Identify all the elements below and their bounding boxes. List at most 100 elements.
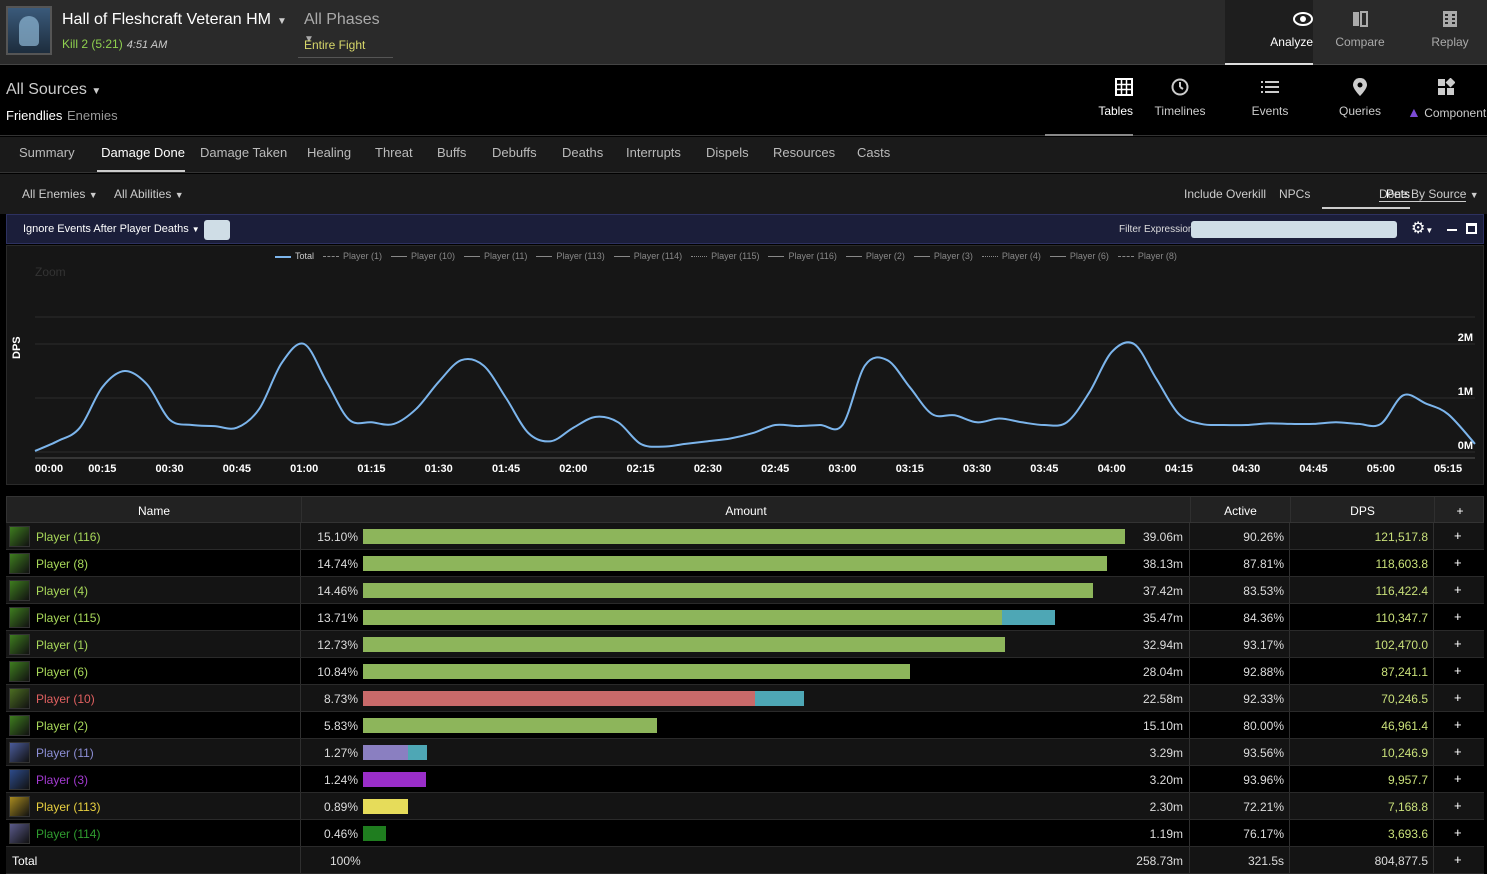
- expand-row-button[interactable]: +: [1454, 528, 1462, 543]
- include-overkill-toggle[interactable]: Include Overkill: [1184, 187, 1267, 201]
- x-tick-label: 02:30: [694, 463, 722, 475]
- legend-item[interactable]: Player (6): [1049, 251, 1109, 261]
- table-row[interactable]: Player (2) 5.83% 15.10m 80.00% 46,961.4 +: [6, 712, 1484, 739]
- tab-threat[interactable]: Threat: [375, 145, 413, 160]
- tab-damage-taken[interactable]: Damage Taken: [200, 145, 288, 160]
- table-row[interactable]: Player (4) 14.46% 37.42m 83.53% 116,422.4 +: [6, 577, 1484, 604]
- table-row[interactable]: Player (8) 14.74% 38.13m 87.81% 118,603.8 +: [6, 550, 1484, 577]
- phase-selector[interactable]: All Phases ▼ Entire Fight: [298, 0, 393, 58]
- column-divider: [300, 739, 301, 765]
- nav-analyze[interactable]: Analyze: [1225, 0, 1313, 65]
- series-line-total[interactable]: [34, 341, 1476, 452]
- tab-casts[interactable]: Casts: [857, 145, 891, 160]
- table-row[interactable]: Player (6) 10.84% 28.04m 92.88% 87,241.1 +: [6, 658, 1484, 685]
- class-icon: [9, 688, 30, 709]
- player-name[interactable]: Player (8): [36, 557, 89, 571]
- add-column-button[interactable]: +: [1456, 504, 1464, 518]
- expand-row-button[interactable]: +: [1454, 555, 1462, 570]
- table-row[interactable]: Player (1) 12.73% 32.94m 93.17% 102,470.0 +: [6, 631, 1484, 658]
- legend-item[interactable]: Player (115): [691, 251, 759, 261]
- legend-item[interactable]: Player (10): [391, 251, 455, 261]
- filter-expression-input[interactable]: [1191, 221, 1397, 238]
- y-tick-label: 2M: [1458, 332, 1473, 344]
- enemies-toggle[interactable]: Enemies: [67, 108, 118, 123]
- col-active[interactable]: Active: [1224, 504, 1257, 518]
- done-by-selector[interactable]: Done By Source ▼: [1379, 187, 1479, 202]
- x-tick-label: 05:00: [1367, 463, 1395, 475]
- player-name[interactable]: Player (11): [36, 746, 94, 760]
- table-row[interactable]: Player (114) 0.46% 1.19m 76.17% 3,693.6 +: [6, 820, 1484, 847]
- npcs-toggle[interactable]: NPCs: [1279, 187, 1311, 201]
- legend-item[interactable]: Player (1): [323, 251, 382, 261]
- enemies-filter[interactable]: All Enemies ▼: [22, 187, 98, 201]
- col-dps[interactable]: DPS: [1350, 504, 1375, 518]
- table-row[interactable]: Player (3) 1.24% 3.20m 93.96% 9,957.7 +: [6, 766, 1484, 793]
- legend-item[interactable]: Player (3): [913, 251, 973, 261]
- tab-healing[interactable]: Healing: [307, 145, 352, 160]
- player-name[interactable]: Player (4): [36, 584, 89, 598]
- ignore-deaths-toggle[interactable]: [204, 220, 230, 240]
- expand-total-button[interactable]: +: [1454, 852, 1462, 867]
- expand-row-button[interactable]: +: [1454, 636, 1462, 651]
- player-name[interactable]: Player (116): [36, 530, 101, 544]
- abilities-filter[interactable]: All Abilities ▼: [114, 187, 184, 201]
- amount-percent: 1.24%: [323, 773, 358, 787]
- tab-summary[interactable]: Summary: [19, 145, 75, 160]
- tab-debuffs[interactable]: Debuffs: [492, 145, 537, 160]
- expand-row-button[interactable]: +: [1454, 717, 1462, 732]
- player-name[interactable]: Player (3): [36, 773, 89, 787]
- tab-dispels[interactable]: Dispels: [706, 145, 749, 160]
- legend-item[interactable]: Player (116): [768, 251, 837, 261]
- legend-item[interactable]: Total: [275, 251, 314, 261]
- tab-deaths[interactable]: Deaths: [562, 145, 604, 160]
- tab-buffs[interactable]: Buffs: [437, 145, 467, 160]
- legend-item[interactable]: Player (11): [464, 251, 527, 261]
- player-name[interactable]: Player (1): [36, 638, 89, 652]
- legend-item[interactable]: Player (4): [981, 251, 1041, 261]
- friendlies-toggle[interactable]: Friendlies: [6, 108, 63, 123]
- legend-item[interactable]: Player (114): [613, 251, 682, 261]
- view-queries[interactable]: Queries: [1315, 66, 1405, 136]
- expand-row-button[interactable]: +: [1454, 609, 1462, 624]
- table-row[interactable]: Player (10) 8.73% 22.58m 92.33% 70,246.5 +: [6, 685, 1484, 712]
- legend-item[interactable]: Player (2): [845, 251, 905, 261]
- table-row[interactable]: Player (11) 1.27% 3.29m 93.56% 10,246.9 +: [6, 739, 1484, 766]
- gear-icon[interactable]: ⚙▼: [1411, 220, 1434, 237]
- player-name[interactable]: Player (2): [36, 719, 89, 733]
- col-name[interactable]: Name: [137, 504, 170, 518]
- boss-selector[interactable]: Hall of Fleshcraft Veteran HM ▼: [62, 11, 287, 29]
- tab-interrupts[interactable]: Interrupts: [626, 145, 681, 160]
- sources-selector[interactable]: All Sources ▼: [6, 81, 101, 99]
- active-percent: 76.17%: [1243, 827, 1284, 841]
- player-name[interactable]: Player (114): [36, 827, 101, 841]
- view-tables[interactable]: Tables: [1045, 66, 1133, 136]
- view-timelines[interactable]: Timelines: [1135, 66, 1225, 136]
- nav-compare[interactable]: Compare: [1315, 0, 1405, 65]
- player-name[interactable]: Player (115): [36, 611, 101, 625]
- table-row[interactable]: Player (116) 15.10% 39.06m 90.26% 121,517.8 +: [6, 523, 1484, 550]
- view-events[interactable]: Events: [1225, 66, 1315, 136]
- expand-row-button[interactable]: +: [1454, 582, 1462, 597]
- col-amount[interactable]: Amount: [725, 504, 767, 518]
- legend-item[interactable]: Player (113): [536, 251, 605, 261]
- minimize-icon[interactable]: [1447, 229, 1457, 231]
- ignore-deaths-selector[interactable]: Ignore Events After Player Deaths ▼: [23, 223, 200, 235]
- expand-row-button[interactable]: +: [1454, 690, 1462, 705]
- player-name[interactable]: Player (10): [36, 692, 95, 706]
- tab-resources[interactable]: Resources: [773, 145, 836, 160]
- expand-row-button[interactable]: +: [1454, 825, 1462, 840]
- tab-damage-done[interactable]: Damage Done: [97, 145, 185, 172]
- nav-replay[interactable]: Replay: [1405, 0, 1487, 65]
- expand-row-button[interactable]: +: [1454, 798, 1462, 813]
- legend-item[interactable]: Player (8): [1117, 251, 1177, 261]
- pets-toggle[interactable]: Pets: [1322, 187, 1410, 209]
- player-name[interactable]: Player (6): [36, 665, 89, 679]
- view-component[interactable]: ▲ Component: [1405, 66, 1487, 136]
- expand-row-button[interactable]: +: [1454, 744, 1462, 759]
- player-name[interactable]: Player (113): [36, 800, 101, 814]
- table-row[interactable]: Player (115) 13.71% 35.47m 84.36% 110,347.7 +: [6, 604, 1484, 631]
- expand-row-button[interactable]: +: [1454, 771, 1462, 786]
- table-row[interactable]: Player (113) 0.89% 2.30m 72.21% 7,168.8 +: [6, 793, 1484, 820]
- maximize-icon[interactable]: [1466, 223, 1477, 234]
- expand-row-button[interactable]: +: [1454, 663, 1462, 678]
